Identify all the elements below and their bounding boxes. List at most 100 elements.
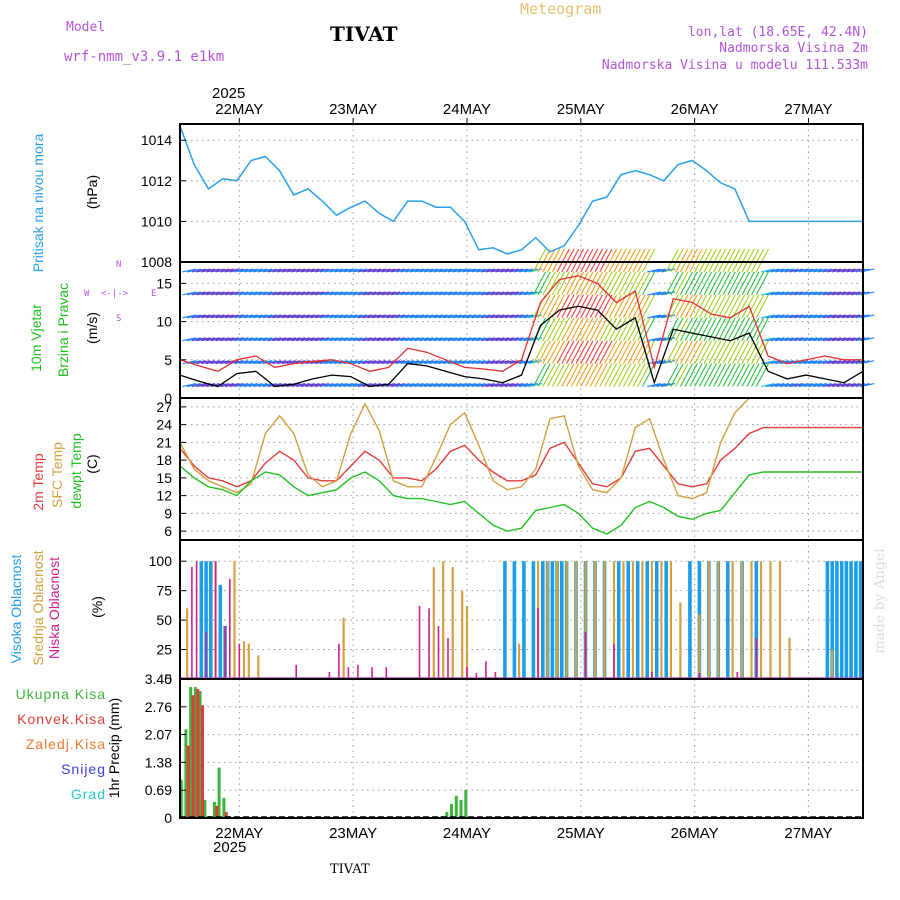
wind-barb xyxy=(713,271,727,296)
wind-barb xyxy=(386,268,401,273)
wind-barb xyxy=(495,268,510,273)
wind-barb xyxy=(827,337,842,342)
cloud-low-bar xyxy=(347,667,350,679)
wind-barb xyxy=(679,271,694,296)
wind-barb xyxy=(196,337,211,342)
wind-barb xyxy=(798,383,813,388)
wind-barb xyxy=(433,314,448,319)
wind-barb xyxy=(670,294,684,319)
cloud-mid-bar xyxy=(650,561,653,679)
wind-barb xyxy=(471,268,486,273)
wind-barb xyxy=(315,314,330,319)
cloud-mid-bar xyxy=(186,608,189,679)
wind-barb xyxy=(675,340,689,364)
wind-barb xyxy=(481,314,496,319)
wind-barb xyxy=(551,317,565,341)
wind-barb xyxy=(277,291,292,296)
day-label-bottom: 24MAY xyxy=(443,825,491,842)
wind-barb xyxy=(395,383,410,388)
precip-total-bar xyxy=(179,779,183,818)
cloud-high-bar xyxy=(199,561,204,679)
wind-barb xyxy=(500,337,515,342)
wind-barb xyxy=(647,268,662,273)
wind-barb xyxy=(348,337,363,342)
cloud-high-bar xyxy=(825,561,830,679)
precip-total-bar xyxy=(450,803,453,818)
wind-barb xyxy=(556,271,570,296)
wind-barb xyxy=(622,271,637,296)
day-label-top: 26MAY xyxy=(671,101,719,118)
wind-barb xyxy=(291,291,306,296)
wind-barb xyxy=(414,314,429,319)
wind-barb xyxy=(798,268,813,273)
wind-barb xyxy=(575,271,589,296)
wind-barb xyxy=(613,248,627,273)
wind-barb xyxy=(547,294,561,319)
wind-barb xyxy=(315,268,330,273)
year-top: 2025 xyxy=(212,85,246,102)
wind-barb xyxy=(362,383,377,388)
precip-total-bar xyxy=(464,789,468,818)
wind-barb xyxy=(717,317,731,341)
pressure-frame xyxy=(179,123,864,263)
wind-barb xyxy=(371,291,386,296)
wind-barb xyxy=(665,317,679,341)
wind-barb xyxy=(452,383,467,388)
wind-barb xyxy=(191,314,206,319)
temp-tick-label: 9 xyxy=(164,505,172,521)
wind-barb xyxy=(637,363,651,387)
wind-barb xyxy=(708,248,722,273)
wind-barb xyxy=(585,363,599,387)
cloud-high-bar xyxy=(209,561,213,679)
wind-barb xyxy=(286,383,301,388)
wind-barb xyxy=(462,383,477,388)
wind-barb xyxy=(405,268,420,273)
wind-barb xyxy=(594,294,608,319)
wind-barb xyxy=(248,291,263,296)
temp-tick-label: 6 xyxy=(164,523,172,539)
precip-tick-label: 0.69 xyxy=(145,782,172,798)
wind-barb xyxy=(547,363,561,387)
wind-barb xyxy=(476,291,491,296)
wind-barb xyxy=(485,360,500,365)
wind-barb xyxy=(338,268,353,273)
wind-barb xyxy=(817,314,832,319)
wind-barb xyxy=(348,383,363,388)
wind-barb xyxy=(234,291,249,296)
wind-barb xyxy=(641,248,656,273)
wind-barb xyxy=(495,291,510,296)
wind-barb xyxy=(566,340,580,364)
wind-barb xyxy=(329,268,344,273)
wind-barb xyxy=(594,248,608,273)
wind-barb xyxy=(234,383,249,388)
wind-barb xyxy=(727,248,741,273)
wind-barb xyxy=(390,268,405,273)
wind-barb xyxy=(732,248,746,273)
wind-barb xyxy=(272,360,287,365)
wind-barb xyxy=(641,317,656,341)
wind-barb xyxy=(281,314,296,319)
wind-barb xyxy=(537,294,551,319)
wind-barb xyxy=(381,291,396,296)
wind-barb xyxy=(580,317,594,341)
wind-barb xyxy=(395,337,410,342)
wind-barb xyxy=(315,360,330,365)
precip-total-bar xyxy=(217,767,221,818)
wind-barb xyxy=(419,337,434,342)
wind-barb xyxy=(675,271,689,296)
wind-barb xyxy=(262,268,277,273)
wind-barb xyxy=(376,360,391,365)
wind-barb xyxy=(371,314,386,319)
wind-barb xyxy=(722,340,736,364)
wind-barb xyxy=(604,340,618,364)
cloud-high-bar xyxy=(858,561,863,679)
wind-barb xyxy=(846,337,861,342)
cloud-high-bar xyxy=(754,561,759,679)
wind-barb xyxy=(637,248,651,273)
wind-barb xyxy=(504,268,519,273)
wind-barb xyxy=(622,363,637,387)
wind-barb xyxy=(822,360,837,365)
wind-barb xyxy=(319,337,334,342)
cloud-low-bar xyxy=(428,608,430,679)
wind-barb xyxy=(613,363,627,387)
